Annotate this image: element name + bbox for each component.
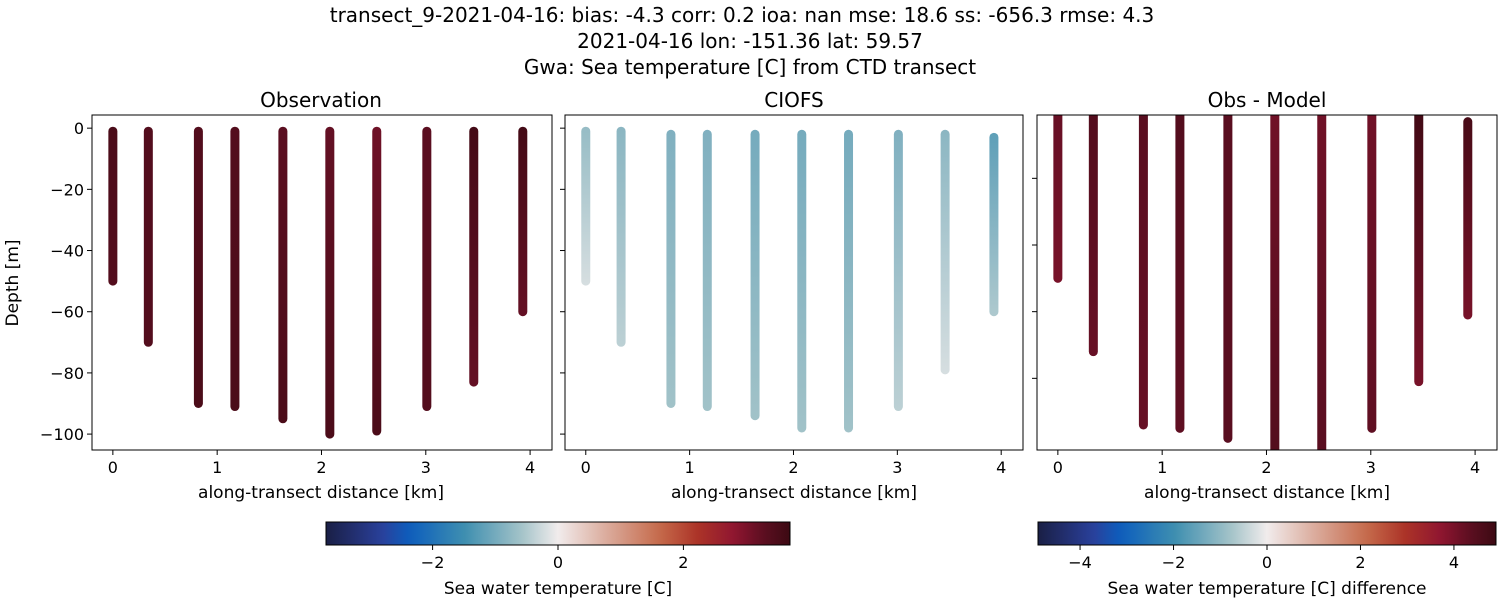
profile-1 [616,126,626,347]
figure-title-line2: 2021-04-16 lon: -151.36 lat: 59.57 [577,29,923,53]
figure-title-line3: Gwa: Sea temperature [C] from CTD transe… [524,55,976,79]
x-tick-label: 2 [788,458,798,477]
x-tick-label: 3 [1366,458,1376,477]
x-tick-label: 4 [1470,458,1480,477]
profile-6 [1317,115,1327,450]
profile-8 [469,126,479,387]
colorbar-tick-label: −2 [421,553,445,572]
profile-7 [893,129,903,412]
profile-1 [1088,115,1098,357]
colorbar-tick-label: −2 [1162,553,1186,572]
profile-0 [1053,115,1063,283]
profile-4 [750,129,760,421]
profile-4 [1223,115,1233,443]
profile-7 [422,126,432,412]
plot-area [108,126,528,439]
profile-2 [193,126,203,408]
profile-8 [940,129,950,375]
x-tick-label: 4 [525,458,535,477]
y-axis-label: Depth [m] [3,239,23,326]
profile-5 [1270,115,1280,450]
x-axis-label-obs-model: along-transect distance [km] [1144,483,1390,503]
figure-title-line1: transect_9-2021-04-16: bias: -4.3 corr: … [330,3,1155,27]
profile-6 [844,129,854,433]
plot-area [1053,115,1473,450]
profile-6 [372,126,382,436]
colorbar-1 [1037,521,1497,546]
profile-3 [1175,115,1185,433]
profile-3 [230,126,240,412]
plot-area [581,126,999,433]
x-axis-label-observation: along-transect distance [km] [198,483,444,503]
y-tick-label: 0 [74,119,84,138]
profile-0 [108,126,118,286]
x-tick-label: 1 [1157,458,1167,477]
y-tick-label: −80 [50,364,84,383]
profile-8 [1414,115,1424,387]
x-tick-label: 2 [316,458,326,477]
profile-2 [666,129,676,408]
panel-title-observation: Observation [260,88,382,112]
panel-title-ciofs: CIOFS [764,88,823,112]
profile-5 [797,129,807,433]
y-tick-label: −100 [40,425,84,444]
profile-9 [1463,117,1473,320]
x-tick-label: 4 [996,458,1006,477]
x-tick-label: 3 [421,458,431,477]
colorbar-tick-label: 0 [1262,553,1272,572]
x-tick-label: 0 [581,458,591,477]
profile-9 [518,126,528,317]
x-tick-label: 0 [1053,458,1063,477]
x-tick-label: 0 [108,458,118,477]
x-tick-label: 2 [1261,458,1271,477]
x-tick-label: 3 [892,458,902,477]
colorbar-tick-label: 0 [553,553,563,572]
profile-1 [143,126,153,347]
x-axis-label-ciofs: along-transect distance [km] [671,483,917,503]
profile-7 [1367,115,1377,433]
profile-5 [325,126,335,439]
axes-frame [1036,114,1498,451]
profile-9 [989,132,999,317]
profile-3 [702,129,712,412]
profile-0 [581,126,591,286]
axes-frame [91,114,553,451]
y-tick-label: −40 [50,242,84,261]
axes-frame [564,114,1024,451]
colorbar-tick-label: 2 [1355,553,1365,572]
colorbar-0 [325,521,791,546]
x-tick-label: 1 [212,458,222,477]
y-tick-label: −60 [50,303,84,322]
x-tick-label: 1 [685,458,695,477]
profile-4 [278,126,288,424]
y-tick-label: −20 [50,180,84,199]
colorbar-tick-label: 4 [1449,553,1459,572]
colorbar-tick-label: −4 [1068,553,1092,572]
colorbar-label-temperature: Sea water temperature [C] [444,579,672,599]
profile-2 [1138,115,1148,430]
colorbar-label-difference: Sea water temperature [C] difference [1107,579,1426,599]
panel-title-obs-model: Obs - Model [1208,88,1327,112]
colorbar-tick-label: 2 [678,553,688,572]
